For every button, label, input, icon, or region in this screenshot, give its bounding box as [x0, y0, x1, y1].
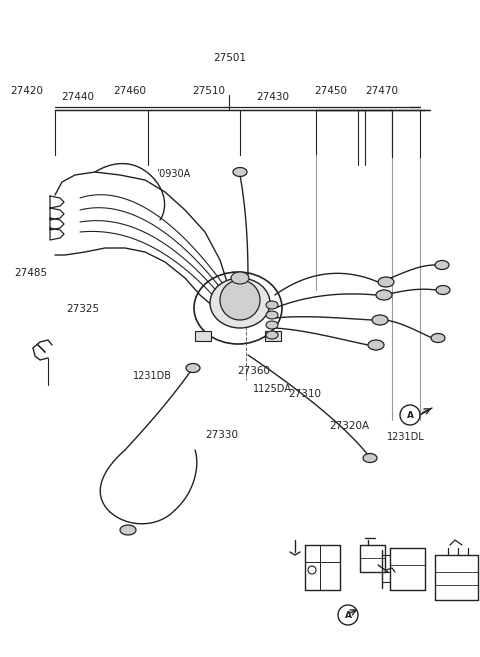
- Text: 1231DL: 1231DL: [387, 432, 424, 442]
- Ellipse shape: [435, 260, 449, 269]
- Ellipse shape: [372, 315, 388, 325]
- Ellipse shape: [210, 278, 270, 328]
- Text: 27420: 27420: [10, 85, 43, 96]
- Text: 27510: 27510: [192, 85, 225, 96]
- Ellipse shape: [436, 286, 450, 294]
- Ellipse shape: [376, 290, 392, 300]
- Ellipse shape: [266, 331, 278, 339]
- Text: 27501: 27501: [213, 53, 246, 63]
- Ellipse shape: [186, 363, 200, 373]
- Ellipse shape: [266, 301, 278, 309]
- Text: 27430: 27430: [256, 92, 289, 102]
- Text: 1125DA: 1125DA: [253, 384, 292, 394]
- Circle shape: [220, 280, 260, 320]
- Text: 27325: 27325: [66, 304, 99, 314]
- Text: 27330: 27330: [205, 430, 238, 440]
- Text: 27460: 27460: [113, 85, 146, 96]
- Ellipse shape: [378, 277, 394, 287]
- Ellipse shape: [368, 340, 384, 350]
- Text: A: A: [345, 610, 351, 620]
- Text: 27320A: 27320A: [329, 420, 370, 431]
- Text: A: A: [407, 411, 413, 420]
- Ellipse shape: [431, 334, 445, 342]
- Ellipse shape: [266, 311, 278, 319]
- Text: 27310: 27310: [288, 389, 321, 399]
- Ellipse shape: [266, 321, 278, 329]
- Text: 27450: 27450: [315, 85, 348, 96]
- Text: 27440: 27440: [61, 92, 94, 102]
- Text: 27360: 27360: [237, 366, 270, 376]
- Text: 27470: 27470: [365, 85, 398, 96]
- FancyBboxPatch shape: [195, 331, 211, 341]
- Text: 1231DB: 1231DB: [133, 371, 172, 381]
- FancyBboxPatch shape: [265, 331, 281, 341]
- Ellipse shape: [231, 272, 249, 284]
- Ellipse shape: [363, 453, 377, 463]
- Text: ’0930A: ’0930A: [156, 169, 190, 179]
- Ellipse shape: [120, 525, 136, 535]
- Ellipse shape: [233, 168, 247, 177]
- Text: 27485: 27485: [14, 267, 48, 278]
